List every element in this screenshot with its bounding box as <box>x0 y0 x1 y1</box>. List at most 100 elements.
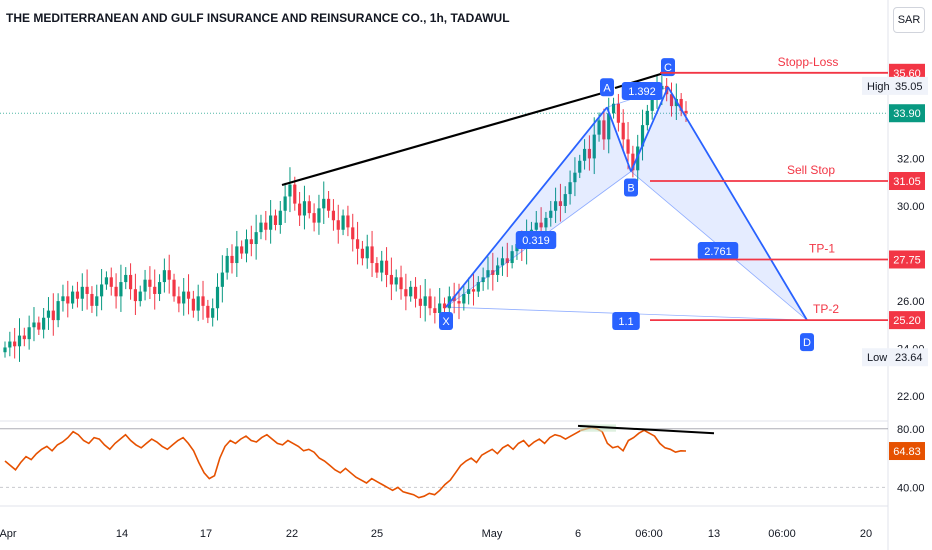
candle-body <box>500 258 505 266</box>
candle-body <box>380 260 384 273</box>
candle-body <box>162 270 166 283</box>
rsi-overbought-fill <box>580 424 616 432</box>
high-label: High <box>867 81 890 93</box>
candle-body <box>109 277 113 287</box>
candle-body <box>331 210 336 221</box>
candle-body <box>587 148 592 159</box>
candle-body <box>428 296 432 309</box>
time-axis-tick: 20 <box>860 528 872 540</box>
candle-body <box>37 322 41 330</box>
candle-body <box>80 286 84 299</box>
candle-body <box>133 289 138 302</box>
candle-body <box>539 222 543 228</box>
candle-body <box>510 251 514 264</box>
candle-body <box>302 201 307 216</box>
candle-body <box>389 274 393 285</box>
candle-body <box>544 217 548 228</box>
candle-body <box>621 122 625 140</box>
currency-button[interactable]: SAR <box>893 7 925 33</box>
candle-body <box>177 296 181 304</box>
price-axis-tick: 26.00 <box>897 296 925 308</box>
candle-body <box>249 239 253 245</box>
time-axis-tick: 6 <box>575 528 581 540</box>
candle-body <box>549 210 553 218</box>
rsi-axis-tick: 40.00 <box>897 482 925 494</box>
candle-body <box>336 220 340 230</box>
candle-body <box>679 98 683 111</box>
candle-body <box>56 301 60 321</box>
candle-body <box>433 308 437 313</box>
candle-body <box>384 260 389 275</box>
pattern-leg <box>667 86 808 321</box>
time-axis-tick: 06:00 <box>635 528 663 540</box>
candle-body <box>442 303 447 309</box>
level-label: Stopp-Loss <box>778 55 839 69</box>
candle-body <box>346 215 350 228</box>
low-value: 23.64 <box>895 352 923 364</box>
candle-body <box>573 172 577 183</box>
candle-body <box>602 120 606 140</box>
candle-body <box>17 335 22 347</box>
candle-body <box>264 222 268 230</box>
candle-body <box>191 298 195 311</box>
candle-body <box>95 296 99 306</box>
rsi-divergence-line <box>577 424 715 435</box>
candle-body <box>553 201 558 211</box>
candle-body <box>206 305 210 318</box>
candle-body <box>423 296 427 306</box>
candle-body <box>394 277 398 285</box>
candle-body <box>104 277 109 285</box>
candle-body <box>114 286 118 297</box>
level-price-value: 27.75 <box>893 254 921 266</box>
pattern-fill-bcd <box>631 87 807 321</box>
candle-body <box>568 182 572 195</box>
candle-body <box>278 210 282 225</box>
candle-body <box>8 341 12 348</box>
pattern-point-badge <box>661 58 675 77</box>
candle-body <box>558 201 563 206</box>
trend-line-upper <box>281 90 607 187</box>
candle-body <box>322 198 326 209</box>
time-axis-tick: 06:00 <box>768 528 796 540</box>
candle-body <box>298 203 302 216</box>
price-axis-tick: 30.00 <box>897 201 925 213</box>
candle-body <box>32 322 36 328</box>
level-price-badge <box>889 311 925 330</box>
pattern-point-badge <box>439 312 453 331</box>
candle-body <box>215 286 220 309</box>
pattern-point-badge <box>800 333 814 352</box>
price-axis-tick: 22.00 <box>897 391 925 403</box>
candle-body <box>240 246 244 254</box>
candle-body <box>293 184 297 204</box>
pattern-point-badge <box>624 178 638 197</box>
candle-body <box>273 215 278 225</box>
candle-body <box>312 213 316 223</box>
time-axis-tick: 25 <box>371 528 383 540</box>
candle-body <box>99 284 104 297</box>
pattern-leg <box>445 106 608 308</box>
time-axis-tick: 14 <box>116 528 128 540</box>
candle-body <box>128 274 133 290</box>
level-price-value: 35.60 <box>893 68 921 80</box>
candle-body <box>61 296 65 302</box>
chart-title: THE MEDITERRANEAN AND GULF INSURANCE AND… <box>6 11 510 25</box>
time-axis-tick: May <box>482 528 503 540</box>
candle-body <box>471 289 476 292</box>
pattern-point-label: A <box>603 82 611 94</box>
pattern-point-badge <box>600 78 614 97</box>
candle-body <box>452 296 456 302</box>
pattern-ratio-label: 1.392 <box>628 86 656 98</box>
candle-body <box>3 347 7 353</box>
level-price-badge <box>889 250 925 269</box>
rsi-axis-tick: 80.00 <box>897 424 925 436</box>
candle-body <box>399 277 403 290</box>
candle-body <box>326 198 331 211</box>
high-value: 35.05 <box>895 81 923 93</box>
candle-body <box>22 335 26 340</box>
rsi-value-badge <box>889 442 925 461</box>
level-label: TP-1 <box>809 241 835 255</box>
candle-body <box>157 282 162 294</box>
candle-body <box>467 289 471 294</box>
candle-body <box>669 94 674 107</box>
